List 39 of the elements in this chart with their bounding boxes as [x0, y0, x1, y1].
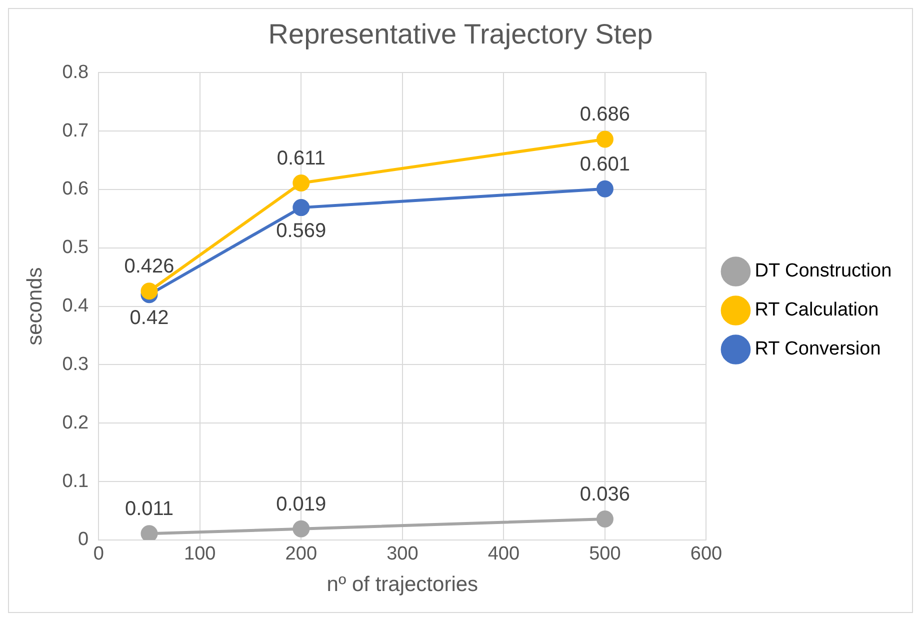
x-axis-title: nº of trajectories: [326, 573, 478, 596]
legend-label: DT Construction: [754, 260, 892, 282]
data-label: 0.569: [276, 220, 326, 242]
data-label: 0.036: [580, 483, 630, 506]
y-tick-label: 0.8: [62, 62, 89, 83]
x-tick-label: 400: [488, 544, 520, 565]
point: [596, 510, 614, 528]
y-tick-label: 0.5: [62, 237, 89, 258]
y-tick-label: 0.1: [62, 470, 89, 492]
point: [596, 130, 614, 148]
y-tick-label: 0.6: [62, 178, 89, 200]
x-tick-label: 500: [589, 544, 621, 565]
data-label: 0.601: [580, 153, 630, 176]
point: [292, 520, 310, 538]
chart-title: Representative Trajectory Step: [268, 18, 653, 50]
y-tick-label: 0: [78, 529, 89, 550]
legend-label: RT Calculation: [754, 300, 879, 321]
point: [140, 525, 158, 540]
x-tick-label: 600: [690, 544, 722, 565]
y-tick-label: 0.2: [62, 412, 89, 434]
point: [292, 199, 310, 216]
point: [292, 174, 310, 192]
data-label: 0.42: [130, 307, 169, 330]
data-label: 0.686: [580, 104, 630, 126]
x-tick-label: 300: [386, 544, 418, 565]
y-tick-label: 0.4: [62, 296, 90, 317]
y-tick-label: 0.7: [62, 120, 89, 142]
y-axis-title: seconds: [23, 267, 46, 346]
point: [596, 180, 614, 198]
x-tick-label: 0: [93, 544, 104, 565]
data-label: 0.426: [124, 256, 174, 278]
legend-label: RT Conversion: [754, 338, 881, 360]
x-tick-label: 200: [285, 544, 318, 565]
x-tick-label: 100: [184, 544, 216, 565]
data-label: 0.611: [276, 148, 326, 170]
y-tick-label: 0.3: [62, 354, 89, 375]
data-label: 0.011: [124, 498, 174, 520]
point: [140, 282, 158, 300]
data-label: 0.019: [276, 493, 326, 516]
